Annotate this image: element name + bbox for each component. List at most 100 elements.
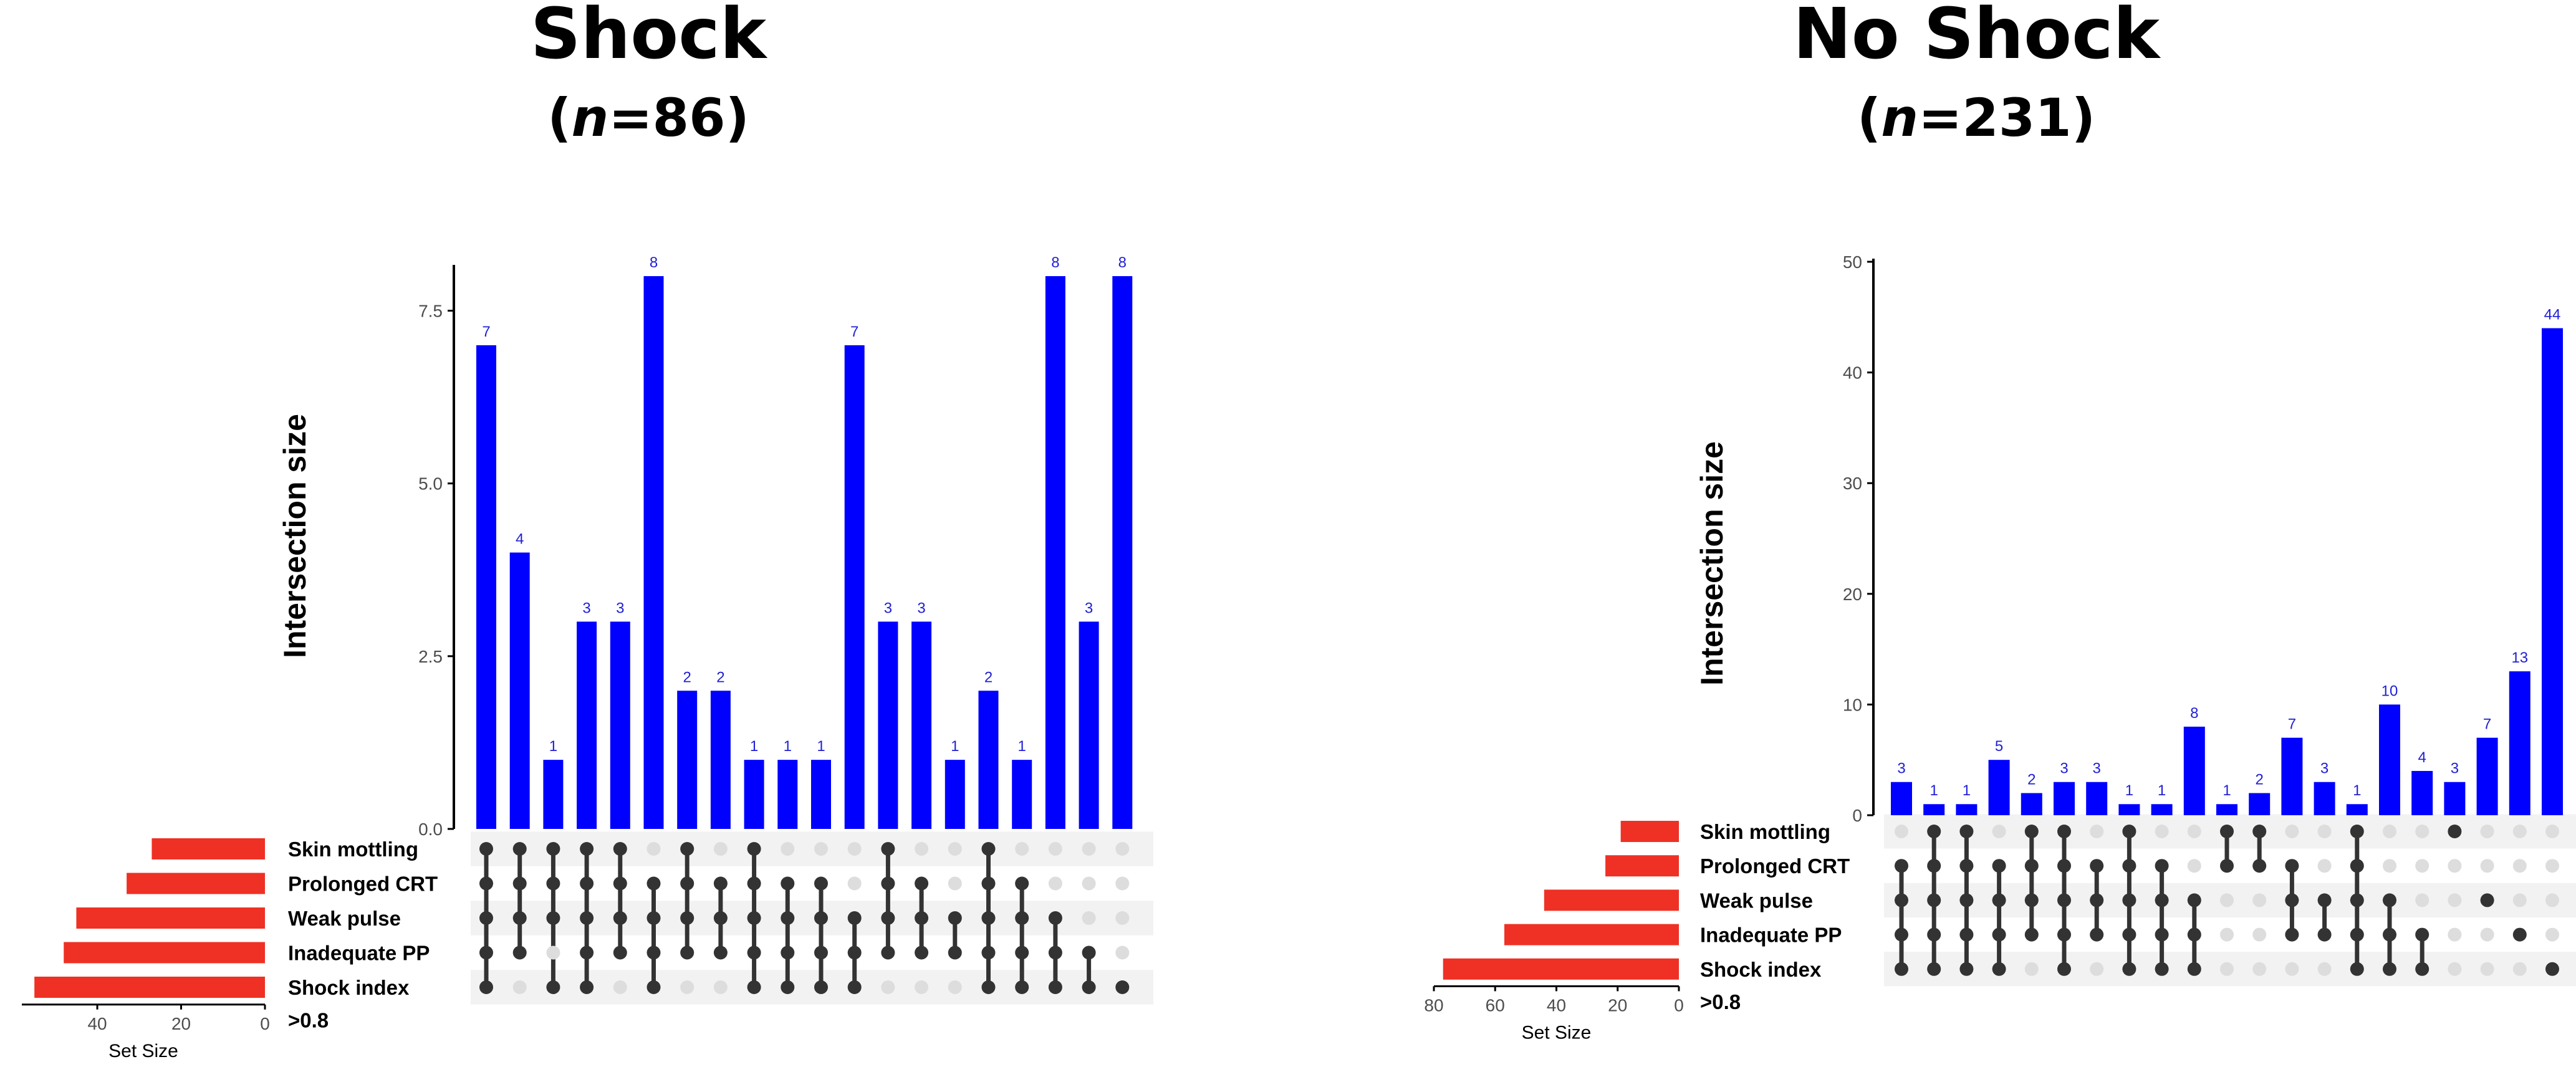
shock-matrix-dot-filled — [1015, 911, 1029, 925]
noshock-matrix-dot-filled — [1959, 893, 1974, 907]
shock-matrix-dot-filled — [781, 911, 795, 925]
noshock-bar-value-label: 2 — [2027, 771, 2035, 788]
noshock-bar-value-label: 3 — [2451, 760, 2459, 777]
shock-matrix-dot-filled — [646, 980, 661, 994]
noshock-bar-value-label: 8 — [2190, 705, 2198, 722]
noshock-set-size-axis-title: Set Size — [1522, 1022, 1592, 1043]
noshock-set-size-tick-label: 60 — [1486, 995, 1505, 1015]
noshock-matrix-dot-empty — [2480, 859, 2494, 873]
noshock-matrix-dot-filled — [2090, 893, 2104, 907]
shock-matrix-dot-empty — [1048, 842, 1062, 856]
noshock-n-value: =231 — [1918, 87, 2072, 148]
shock-n-symbol: n — [571, 87, 609, 148]
shock-intersection-bar — [643, 276, 664, 830]
noshock-matrix-dot-empty — [2220, 927, 2234, 942]
shock-set-name-label-line2: >0.8 — [288, 1009, 329, 1032]
shock-bar-value-label: 1 — [750, 738, 758, 755]
shock-set-size-bar — [64, 942, 265, 964]
noshock-matrix-dot-filled — [2122, 962, 2136, 976]
shock-set-name-label: Weak pulse — [288, 907, 401, 930]
shock-matrix-dot-empty — [646, 842, 661, 856]
noshock-bar-value-label: 1 — [1963, 782, 1971, 799]
noshock-intersection-bar — [1988, 760, 2010, 815]
noshock-matrix-dot-empty — [2220, 893, 2234, 907]
shock-matrix-dot-filled — [981, 911, 996, 925]
shock-intersection-bar — [777, 760, 798, 829]
noshock-matrix-dot-empty — [2383, 859, 2396, 873]
shock-matrix-dot-filled — [479, 980, 493, 994]
shock-matrix-dot-filled — [814, 876, 828, 891]
noshock-matrix-dot-filled — [2122, 859, 2136, 873]
noshock-matrix-dot-empty — [2285, 825, 2299, 838]
shock-matrix-dot-filled — [546, 842, 560, 856]
noshock-matrix-dot-filled — [2350, 893, 2364, 907]
noshock-matrix-dot-filled — [2252, 859, 2267, 873]
shock-intersection-bar — [509, 552, 530, 829]
shock-matrix-dot-filled — [1015, 945, 1029, 960]
noshock-bar-value-label: 3 — [2060, 760, 2068, 777]
noshock-y-axis-title: Intersection size — [1694, 441, 1729, 686]
noshock-y-tick-label: 0 — [1852, 806, 1862, 825]
noshock-intersection-bar — [2249, 793, 2271, 815]
shock-set-name-label: Shock index — [288, 976, 410, 999]
shock-matrix-dot-filled — [747, 842, 761, 856]
shock-matrix-dot-filled — [512, 842, 527, 856]
shock-set-size-tick-label: 20 — [171, 1014, 191, 1033]
noshock-intersection-bar — [2444, 782, 2466, 815]
noshock-bar-value-label: 10 — [2381, 682, 2398, 699]
noshock-matrix-dot-filled — [2512, 927, 2527, 942]
noshock-matrix-dot-filled — [1927, 825, 1941, 838]
noshock-matrix-dot-filled — [1927, 859, 1941, 873]
shock-matrix-dot-filled — [680, 911, 694, 925]
noshock-bar-value-label: 1 — [2353, 782, 2361, 799]
shock-bar-value-label: 8 — [1051, 254, 1059, 271]
shock-matrix-dot-empty — [613, 980, 627, 994]
noshock-matrix-dot-empty — [2090, 962, 2104, 976]
noshock-matrix-dot-empty — [2512, 962, 2527, 976]
noshock-matrix-dot-filled — [2057, 927, 2071, 942]
noshock-matrix-dot-empty — [1992, 825, 2006, 838]
shock-matrix-dot-empty — [814, 842, 828, 856]
shock-matrix-dot-empty — [781, 842, 795, 856]
shock-matrix-dot-filled — [613, 876, 627, 891]
noshock-intersection-bar — [2054, 782, 2075, 815]
noshock-matrix-dot-filled — [2155, 927, 2169, 942]
noshock-matrix-dot-filled — [1895, 859, 1908, 873]
shock-y-tick-label: 5.0 — [418, 474, 443, 494]
noshock-bar-value-label: 1 — [2125, 782, 2133, 799]
noshock-matrix-dot-filled — [1927, 893, 1941, 907]
shock-matrix-dot-filled — [1082, 980, 1096, 994]
shock-matrix-dot-empty — [948, 980, 962, 994]
shock-bar-value-label: 3 — [884, 600, 892, 616]
shock-bar-value-label: 2 — [716, 669, 724, 686]
noshock-bar-value-label: 3 — [2320, 760, 2328, 777]
noshock-y-tick-label: 50 — [1843, 252, 1862, 272]
noshock-matrix-dot-empty — [2252, 893, 2267, 907]
shock-matrix-dot-filled — [646, 945, 661, 960]
shock-matrix-dot-filled — [613, 911, 627, 925]
shock-matrix-dot-empty — [546, 945, 560, 960]
noshock-matrix-dot-filled — [2545, 962, 2559, 976]
shock-matrix-dot-empty — [948, 876, 962, 891]
noshock-intersection-bar — [1923, 804, 1945, 815]
noshock-matrix-dot-empty — [2383, 825, 2396, 838]
shock-matrix-dot-empty — [1115, 842, 1130, 856]
noshock-bar-value-label: 1 — [2223, 782, 2231, 799]
shock-matrix-dot-filled — [713, 945, 728, 960]
shock-matrix-dot-filled — [580, 876, 594, 891]
noshock-matrix-dot-empty — [2317, 825, 2332, 838]
shock-matrix-dot-filled — [915, 876, 929, 891]
noshock-matrix-dot-empty — [2480, 927, 2494, 942]
shock-matrix-dot-filled — [613, 842, 627, 856]
shock-matrix-dot-filled — [646, 911, 661, 925]
noshock-matrix-dot-filled — [2155, 893, 2169, 907]
noshock-matrix-dot-filled — [2220, 859, 2234, 873]
shock-matrix-dot-filled — [1015, 876, 1029, 891]
shock-set-size-tick-label: 40 — [87, 1014, 107, 1033]
noshock-bar-value-label: 13 — [2511, 649, 2528, 666]
noshock-matrix-dot-filled — [1959, 859, 1974, 873]
shock-matrix-dot-filled — [479, 842, 493, 856]
shock-matrix-dot-empty — [713, 980, 728, 994]
noshock-bar-value-label: 7 — [2288, 716, 2296, 733]
shock-set-name-label: Skin mottling — [288, 838, 418, 861]
